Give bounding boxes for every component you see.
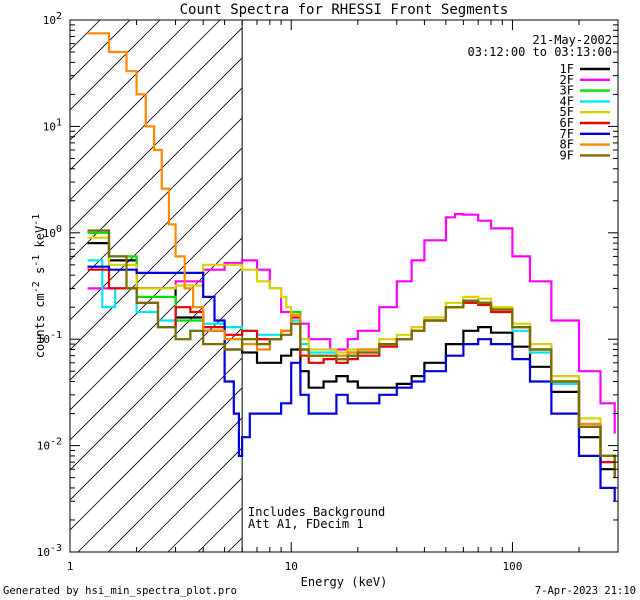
time-range-label: 03:12:00 to 03:13:00 [468,45,613,59]
series-5f [87,236,616,470]
legend-label-9f: 9F [560,148,574,162]
y-axis-label-unit-b: keV [33,226,47,255]
legend-label-5f: 5F [560,105,574,119]
hatch-lines [70,20,243,552]
y-axis-label-exp-1: -2 [31,281,42,293]
chart-title: Count Spectra for RHESSI Front Segments [180,2,509,18]
y-tick-label: 10-2 [37,437,62,453]
y-tick-label: 102 [43,11,62,27]
x-tick-label: 10 [285,560,298,573]
footer-timestamp: 7-Apr-2023 21:10 [535,585,636,597]
x-axis-label: Energy (keV) [301,575,388,589]
series-2f [87,213,616,434]
y-axis-label-exp-2: -1 [31,255,42,267]
y-axis: 10-3 10-2 10-1 100 101 102 [37,11,618,559]
legend-label-4f: 4F [560,94,574,108]
series-9f [87,229,616,478]
legend-label-3f: 3F [560,84,574,98]
y-axis-label-main: counts cm [33,293,47,358]
footer-generated-by: Generated by hsi_min_spectra_plot.pro [3,585,237,597]
legend-label-2f: 2F [560,73,574,87]
legend-label-7f: 7F [560,127,574,141]
series-1f [87,242,616,478]
date-label: 21-May-2002 [533,33,612,47]
legend-label-8f: 8F [560,138,574,152]
series-group [87,32,616,502]
x-tick-label: 100 [503,560,523,573]
y-tick-label: 100 [43,224,62,240]
y-tick-label: 10-1 [37,330,62,346]
hatch-region [70,20,243,552]
legend-label-6f: 6F [560,116,574,130]
series-4f [87,259,616,478]
x-tick-label: 1 [67,560,74,573]
annotation-background: Includes Background [248,505,385,519]
legend-label-1f: 1F [560,62,574,76]
y-axis-label-unit-a: s [33,267,47,281]
annotation-attenuator: Att A1, FDecim 1 [248,517,364,531]
y-axis-label-exp-3: -1 [31,214,42,226]
x-axis: 1 10 100 [67,20,619,573]
series-7f [87,265,616,502]
y-tick-label: 10-3 [37,543,62,559]
plot-frame [69,19,619,553]
y-tick-label: 101 [43,117,62,133]
y-axis-label: counts cm-2 s-1 keV-1 [31,214,47,359]
